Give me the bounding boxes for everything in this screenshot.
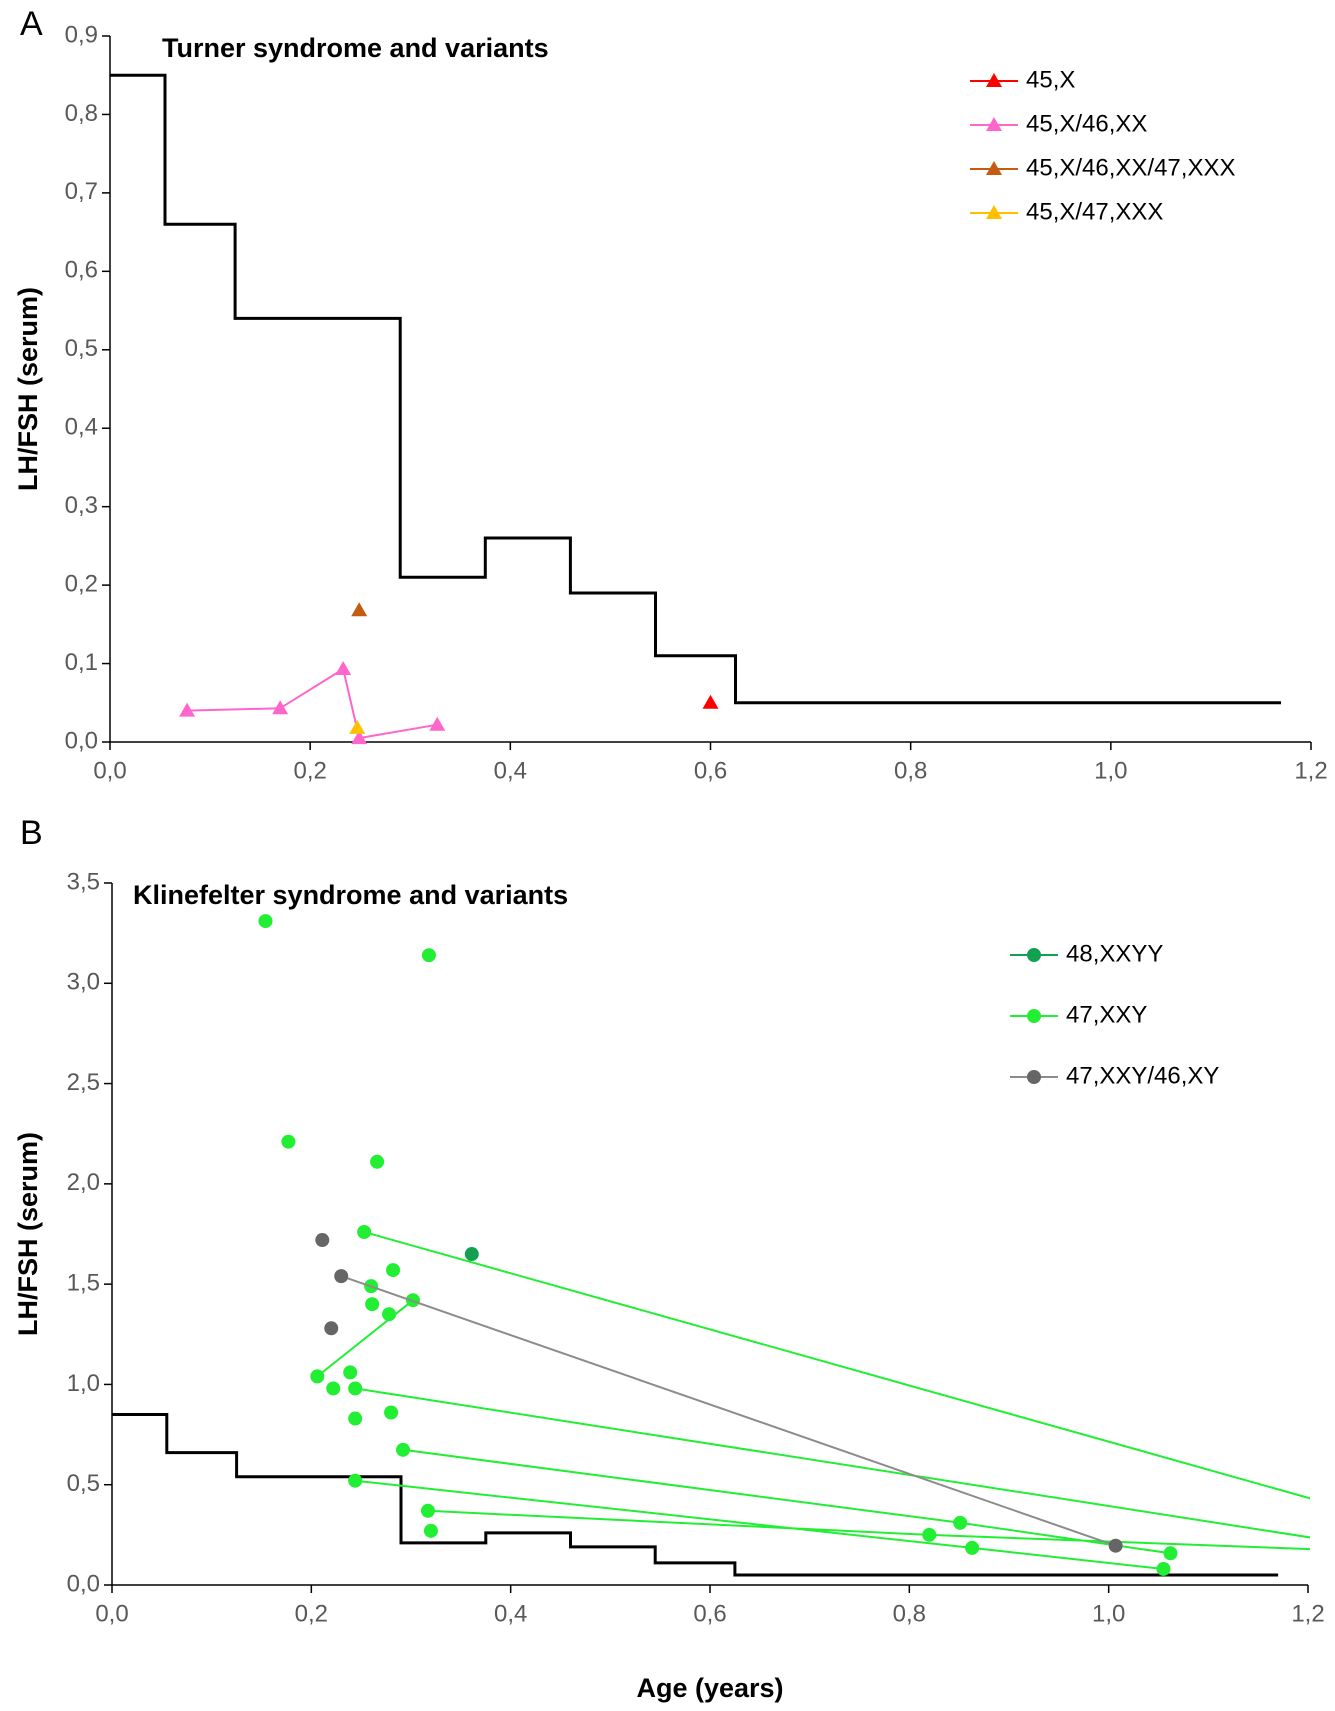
legend-marker (986, 205, 1002, 219)
x-tick-label: 0,8 (893, 1600, 926, 1627)
x-tick-label: 0,8 (894, 757, 927, 784)
y-tick-label: 2,5 (67, 1069, 100, 1096)
marker (334, 1269, 349, 1284)
y-tick-label: 0,6 (65, 257, 98, 284)
marker (464, 1247, 479, 1262)
y-tick-label: 0,0 (67, 1570, 100, 1597)
marker (702, 694, 719, 709)
marker (310, 1369, 325, 1384)
legend-label: 45,X/46,XX/47,XXX (1026, 154, 1235, 181)
marker (351, 602, 368, 617)
x-tick-label: 1,2 (1294, 757, 1327, 784)
marker (420, 1503, 435, 1518)
x-tick-label: 1,2 (1291, 1600, 1324, 1627)
legend-label: 47,XXY/46,XY (1066, 1062, 1219, 1089)
marker (965, 1540, 980, 1555)
series-line (187, 667, 438, 740)
legend-marker (1027, 1070, 1041, 1084)
y-tick-label: 1,5 (67, 1269, 100, 1296)
panel-label: A (20, 5, 43, 43)
marker (370, 1154, 385, 1169)
y-tick-label: 3,0 (67, 969, 100, 996)
marker (348, 1381, 363, 1396)
x-tick-label: 0,6 (693, 1600, 726, 1627)
marker (326, 1381, 341, 1396)
legend-label: 47,XXY (1066, 1001, 1147, 1028)
legend-marker (986, 73, 1002, 87)
marker (384, 1405, 399, 1420)
marker (348, 1473, 363, 1488)
marker (365, 1297, 380, 1312)
x-tick-label: 1,0 (1094, 757, 1127, 784)
x-tick-label: 0,4 (494, 757, 527, 784)
marker (349, 719, 366, 734)
marker (343, 1365, 358, 1380)
x-tick-label: 0,6 (694, 757, 727, 784)
y-tick-label: 1,0 (67, 1370, 100, 1397)
chart-panel: A Turner syndrome and variants LH/FSH (ser… (13, 5, 1328, 784)
marker (348, 1411, 363, 1426)
legend-label: 45,X/46,XX (1026, 110, 1147, 137)
y-tick-label: 0,7 (65, 178, 98, 205)
y-axis-label: LH/FSH (serum) (13, 287, 43, 491)
marker (1156, 1561, 1171, 1576)
y-tick-label: 0,2 (65, 570, 98, 597)
y-tick-label: 0,3 (65, 492, 98, 519)
marker (281, 1134, 296, 1149)
x-tick-label: 0,2 (295, 1600, 328, 1627)
y-tick-label: 0,8 (65, 100, 98, 127)
chart-title: Klinefelter syndrome and variants (133, 880, 568, 910)
marker (315, 1233, 330, 1248)
legend-label: 48,XXYY (1066, 940, 1163, 967)
y-tick-label: 2,0 (67, 1169, 100, 1196)
marker (1163, 1546, 1178, 1561)
marker (429, 716, 446, 731)
series-line (340, 1275, 1116, 1547)
panel-label: B (20, 814, 43, 852)
marker (272, 700, 289, 715)
y-tick-label: 0,0 (65, 727, 98, 754)
reference-line (112, 1413, 1279, 1577)
legend-marker (986, 117, 1002, 131)
marker (421, 948, 436, 963)
marker (351, 730, 368, 745)
marker (922, 1527, 937, 1542)
y-tick-label: 0,4 (65, 414, 98, 441)
y-tick-label: 0,5 (65, 335, 98, 362)
x-tick-label: 0,2 (293, 757, 326, 784)
legend-marker (1027, 948, 1041, 962)
marker (423, 1523, 438, 1538)
x-tick-label: 0,4 (494, 1600, 527, 1627)
legend-marker (1027, 1009, 1041, 1023)
y-tick-label: 0,9 (65, 21, 98, 48)
marker (382, 1307, 397, 1322)
marker (179, 702, 196, 717)
legend-marker (986, 161, 1002, 175)
marker (1108, 1538, 1123, 1553)
x-tick-label: 0,0 (93, 757, 126, 784)
y-tick-label: 3,5 (67, 868, 100, 895)
x-axis-label: Age (years) (636, 1673, 783, 1703)
legend-label: 45,X (1026, 66, 1075, 93)
x-tick-label: 0,0 (95, 1600, 128, 1627)
marker (396, 1442, 411, 1457)
marker (335, 661, 352, 676)
reference-line (110, 73, 1281, 705)
y-tick-label: 0,5 (67, 1470, 100, 1497)
marker (386, 1263, 401, 1278)
marker (953, 1515, 968, 1530)
marker (258, 914, 273, 929)
x-tick-label: 1,0 (1092, 1600, 1125, 1627)
legend-label: 45,X/47,XXX (1026, 198, 1163, 225)
chart-panel: B Klinefelter syndrome and variants LH/FSH… (13, 814, 1325, 1703)
y-tick-label: 0,1 (65, 649, 98, 676)
y-axis-label: LH/FSH (serum) (13, 1132, 43, 1336)
chart-title: Turner syndrome and variants (162, 33, 549, 63)
marker (357, 1224, 372, 1239)
series-line (316, 1231, 1310, 1570)
marker (324, 1321, 339, 1336)
